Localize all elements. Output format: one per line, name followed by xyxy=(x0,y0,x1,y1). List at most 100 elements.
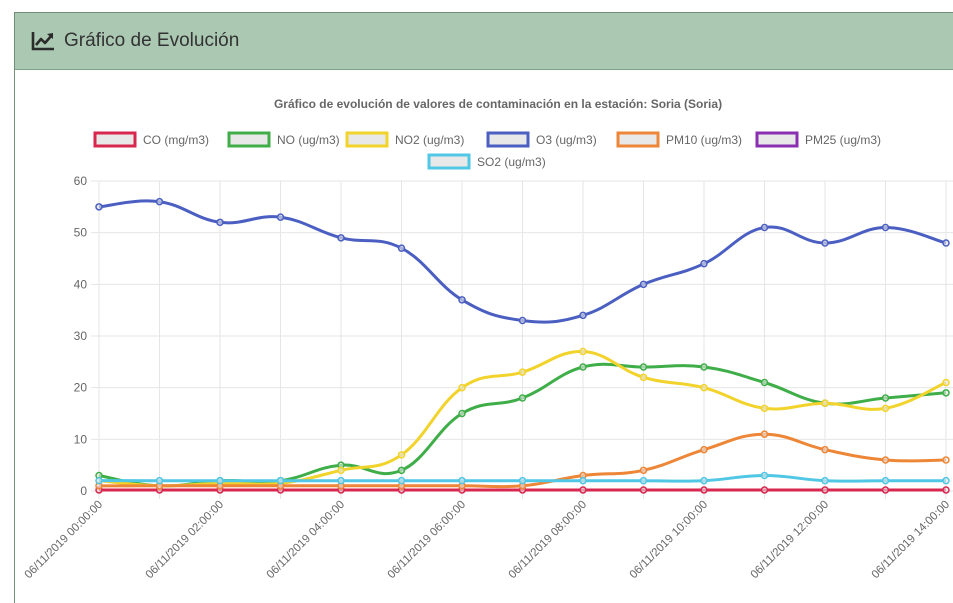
data-point[interactable] xyxy=(639,466,648,475)
y-tick-label: 0 xyxy=(80,484,87,498)
legend-label: NO (ug/m3) xyxy=(277,133,340,147)
data-point[interactable] xyxy=(881,223,890,232)
data-point[interactable] xyxy=(276,213,285,221)
data-point[interactable] xyxy=(216,218,224,227)
legend-item[interactable]: O3 (ug/m3) xyxy=(486,131,597,148)
x-tick-label: 06/11/2019 08:00:00 xyxy=(507,499,589,581)
y-tick-label: 20 xyxy=(74,381,88,395)
data-point[interactable] xyxy=(579,347,587,356)
series-line xyxy=(98,432,947,489)
data-point[interactable] xyxy=(821,486,829,494)
legend-label: CO (mg/m3) xyxy=(143,133,209,147)
data-point[interactable] xyxy=(639,363,648,371)
series-pm10 xyxy=(95,430,950,490)
data-point[interactable] xyxy=(760,378,769,387)
series-no2 xyxy=(95,347,950,490)
data-point[interactable] xyxy=(700,486,708,494)
legend-item[interactable]: PM10 (ug/m3) xyxy=(616,131,742,148)
legend-label: PM25 (ug/m3) xyxy=(805,133,881,147)
data-point[interactable] xyxy=(337,234,345,242)
data-point[interactable] xyxy=(458,383,466,392)
data-point[interactable] xyxy=(639,486,648,494)
data-point[interactable] xyxy=(518,476,527,485)
data-point[interactable] xyxy=(760,430,769,438)
data-point[interactable] xyxy=(821,239,829,247)
legend-swatch xyxy=(345,131,389,148)
data-point[interactable] xyxy=(337,476,345,485)
legend-item[interactable]: NO2 (ug/m3) xyxy=(345,131,464,148)
data-point[interactable] xyxy=(942,486,950,494)
x-tick-label: 06/11/2019 12:00:00 xyxy=(749,499,831,581)
data-point[interactable] xyxy=(458,409,466,418)
data-point[interactable] xyxy=(821,476,829,485)
data-point[interactable] xyxy=(700,445,708,454)
data-point[interactable] xyxy=(700,383,708,392)
legend-item[interactable]: SO2 (ug/m3) xyxy=(427,153,546,170)
x-tick-label: 06/11/2019 10:00:00 xyxy=(628,499,710,581)
data-point[interactable] xyxy=(942,378,950,387)
legend-swatch xyxy=(755,131,799,148)
data-point[interactable] xyxy=(579,363,587,371)
data-point[interactable] xyxy=(881,404,890,413)
data-point[interactable] xyxy=(518,394,527,402)
data-point[interactable] xyxy=(700,259,708,268)
data-point[interactable] xyxy=(942,389,950,397)
data-point[interactable] xyxy=(95,476,103,485)
data-point[interactable] xyxy=(95,203,103,211)
legend-swatch xyxy=(616,131,660,148)
data-point[interactable] xyxy=(639,476,648,485)
chart-title: Gráfico de evolución de valores de conta… xyxy=(274,97,722,111)
data-point[interactable] xyxy=(942,476,950,485)
y-tick-label: 60 xyxy=(74,174,88,188)
data-point[interactable] xyxy=(458,476,466,485)
legend-swatch xyxy=(227,131,271,148)
data-point[interactable] xyxy=(518,316,527,325)
data-point[interactable] xyxy=(639,373,648,382)
data-point[interactable] xyxy=(458,296,466,304)
data-point[interactable] xyxy=(579,486,587,494)
data-point[interactable] xyxy=(579,476,587,485)
data-point[interactable] xyxy=(881,486,890,494)
legend-item[interactable]: PM25 (ug/m3) xyxy=(755,131,881,148)
legend-label: SO2 (ug/m3) xyxy=(477,155,546,169)
data-point[interactable] xyxy=(397,476,406,485)
series-o3 xyxy=(95,197,950,325)
data-point[interactable] xyxy=(397,451,406,459)
data-point[interactable] xyxy=(397,466,406,475)
data-point[interactable] xyxy=(155,197,164,206)
data-point[interactable] xyxy=(881,456,890,464)
data-point[interactable] xyxy=(760,223,769,232)
legend-item[interactable]: CO (mg/m3) xyxy=(93,131,209,148)
line-chart: Gráfico de evolución de valores de conta… xyxy=(23,97,953,581)
data-point[interactable] xyxy=(397,244,406,252)
legend-item[interactable]: NO (ug/m3) xyxy=(227,131,340,148)
data-point[interactable] xyxy=(216,476,224,485)
data-point[interactable] xyxy=(760,404,769,413)
data-point[interactable] xyxy=(518,368,527,376)
data-point[interactable] xyxy=(760,486,769,494)
data-point[interactable] xyxy=(760,471,769,480)
y-tick-label: 30 xyxy=(74,329,88,343)
x-tick-label: 06/11/2019 06:00:00 xyxy=(386,499,468,581)
data-point[interactable] xyxy=(821,399,829,407)
x-tick-label: 06/11/2019 00:00:00 xyxy=(23,499,105,581)
data-point[interactable] xyxy=(155,476,164,485)
card-header: Gráfico de Evolución xyxy=(15,13,953,70)
data-point[interactable] xyxy=(881,394,890,402)
data-point[interactable] xyxy=(579,311,587,320)
data-point[interactable] xyxy=(337,466,345,475)
data-point[interactable] xyxy=(942,239,950,247)
data-point[interactable] xyxy=(942,456,950,464)
data-point[interactable] xyxy=(700,363,708,371)
legend-swatch xyxy=(486,131,530,148)
data-point[interactable] xyxy=(821,445,829,454)
x-tick-label: 06/11/2019 04:00:00 xyxy=(265,499,347,581)
data-point[interactable] xyxy=(700,476,708,485)
data-point[interactable] xyxy=(639,280,648,289)
chart-card: Gráfico de Evolución Gráfico de evolució… xyxy=(14,12,953,603)
data-point[interactable] xyxy=(276,476,285,485)
data-point[interactable] xyxy=(881,476,890,485)
x-tick-label: 06/11/2019 02:00:00 xyxy=(144,499,226,581)
legend-swatch xyxy=(93,131,137,148)
legend-swatch xyxy=(427,153,471,170)
